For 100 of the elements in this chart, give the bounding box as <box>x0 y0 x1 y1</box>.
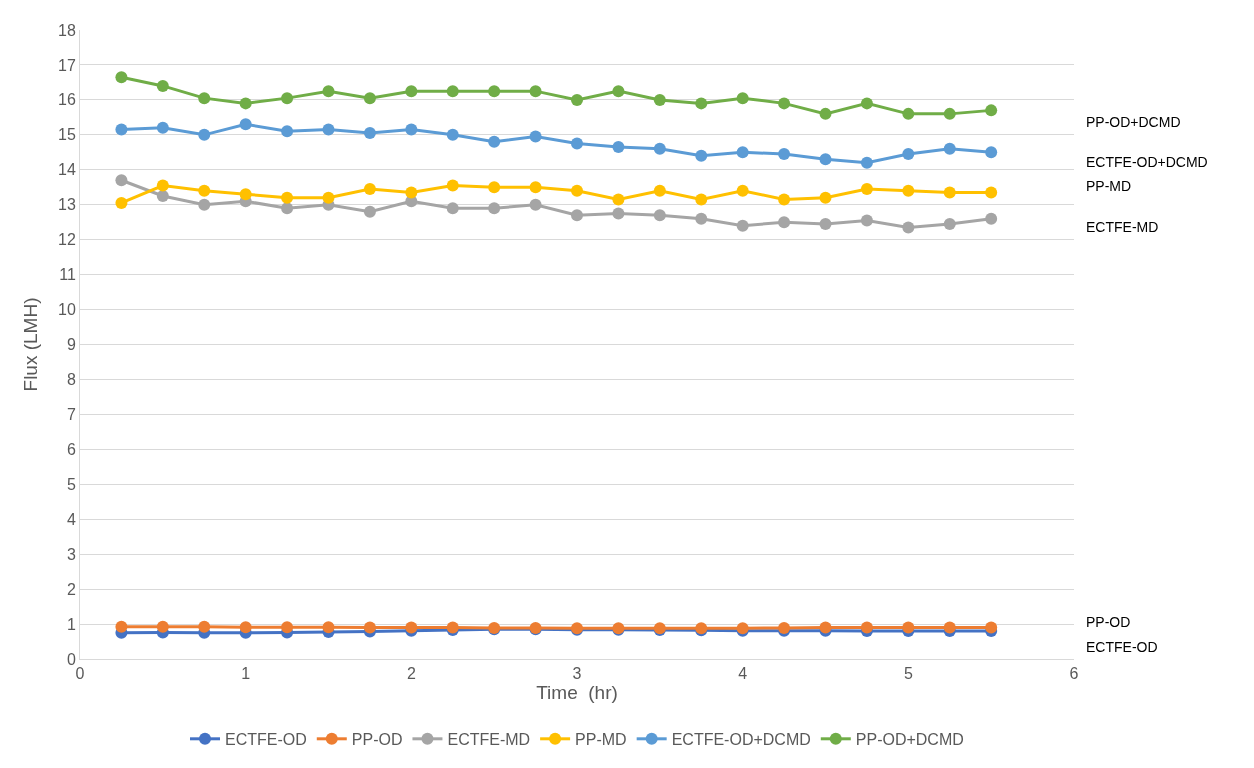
point <box>612 141 625 154</box>
legend-label: PP-OD+DCMD <box>855 731 964 749</box>
point <box>985 621 998 634</box>
point <box>819 191 832 204</box>
point <box>778 97 791 110</box>
point <box>985 212 998 225</box>
x-tick-label: 5 <box>903 665 913 683</box>
point <box>239 621 252 634</box>
point <box>612 85 625 98</box>
point <box>322 621 335 634</box>
y-tick-label: 1 <box>66 615 76 633</box>
y-tick-label: 18 <box>58 21 76 39</box>
point <box>736 146 749 159</box>
y-tick-label: 3 <box>66 545 76 563</box>
point <box>571 137 583 150</box>
point <box>156 620 169 633</box>
point <box>198 184 211 197</box>
point <box>736 184 749 197</box>
y-tick-label: 12 <box>58 231 76 249</box>
legend-label: ECTFE-MD <box>447 731 531 749</box>
point <box>943 186 956 199</box>
point <box>653 93 666 106</box>
text: ECTFE-OD+DCMD <box>1086 154 1208 170</box>
point <box>860 97 873 110</box>
point <box>446 128 459 141</box>
point <box>363 621 376 634</box>
point <box>943 217 956 230</box>
x-tick-label: 4 <box>738 665 748 683</box>
point <box>281 92 294 105</box>
point <box>281 125 294 138</box>
point <box>736 219 749 232</box>
point <box>902 148 915 161</box>
point <box>778 193 791 206</box>
point <box>115 174 128 187</box>
point <box>198 128 211 141</box>
point <box>571 184 583 197</box>
point <box>322 85 335 98</box>
point <box>363 205 376 218</box>
point <box>860 214 873 227</box>
point <box>902 107 915 120</box>
point <box>239 118 252 131</box>
y-axis-title: Flux (LMH) <box>19 297 41 392</box>
point <box>115 71 128 84</box>
point <box>943 142 956 155</box>
point <box>819 217 832 230</box>
point <box>571 93 583 106</box>
y-tick-label: 13 <box>58 196 76 214</box>
point <box>695 212 708 225</box>
y-tick-label: 2 <box>66 580 76 598</box>
point <box>198 198 211 211</box>
point <box>529 198 542 211</box>
point <box>819 153 832 166</box>
point <box>529 85 542 98</box>
point <box>156 121 169 134</box>
point <box>322 123 335 136</box>
point <box>446 85 459 98</box>
x-tick-label: 6 <box>1069 665 1079 683</box>
text: PP-MD <box>1086 178 1132 194</box>
y-tick-label: 0 <box>66 650 76 668</box>
point <box>156 179 169 192</box>
point <box>778 148 791 161</box>
point <box>529 130 542 143</box>
point <box>860 183 873 195</box>
point <box>778 216 791 229</box>
point <box>322 191 335 204</box>
point <box>985 186 998 199</box>
point <box>446 202 459 215</box>
point <box>612 193 625 206</box>
point <box>612 207 625 220</box>
legend-label: ECTFE-OD <box>225 731 307 749</box>
legend-label: ECTFE-OD+DCMD <box>671 731 811 749</box>
point <box>736 92 749 105</box>
y-tick-label: 10 <box>58 301 76 319</box>
x-tick-label: 1 <box>241 665 251 683</box>
point <box>860 156 873 169</box>
text: ECTFE-OD <box>1086 639 1158 655</box>
point <box>363 127 376 140</box>
point <box>529 181 542 194</box>
point <box>571 209 583 222</box>
point <box>363 92 376 105</box>
point <box>239 97 252 110</box>
y-tick-label: 7 <box>66 405 76 423</box>
text: ECTFE-MD <box>1086 219 1159 235</box>
point <box>198 92 211 105</box>
point <box>902 184 915 197</box>
point <box>985 104 998 117</box>
y-tick-label: 8 <box>66 371 76 389</box>
point <box>695 149 708 162</box>
point <box>902 621 915 634</box>
legend-label: PP-MD <box>575 731 627 749</box>
y-tick-label: 4 <box>66 510 76 528</box>
x-tick-label: 3 <box>572 665 582 683</box>
point <box>695 97 708 110</box>
y-tick-label: 17 <box>58 56 76 74</box>
point <box>488 181 501 194</box>
point <box>695 193 708 206</box>
point <box>239 188 252 201</box>
y-tick-label: 6 <box>66 440 76 458</box>
point <box>943 621 956 634</box>
point <box>115 196 128 209</box>
